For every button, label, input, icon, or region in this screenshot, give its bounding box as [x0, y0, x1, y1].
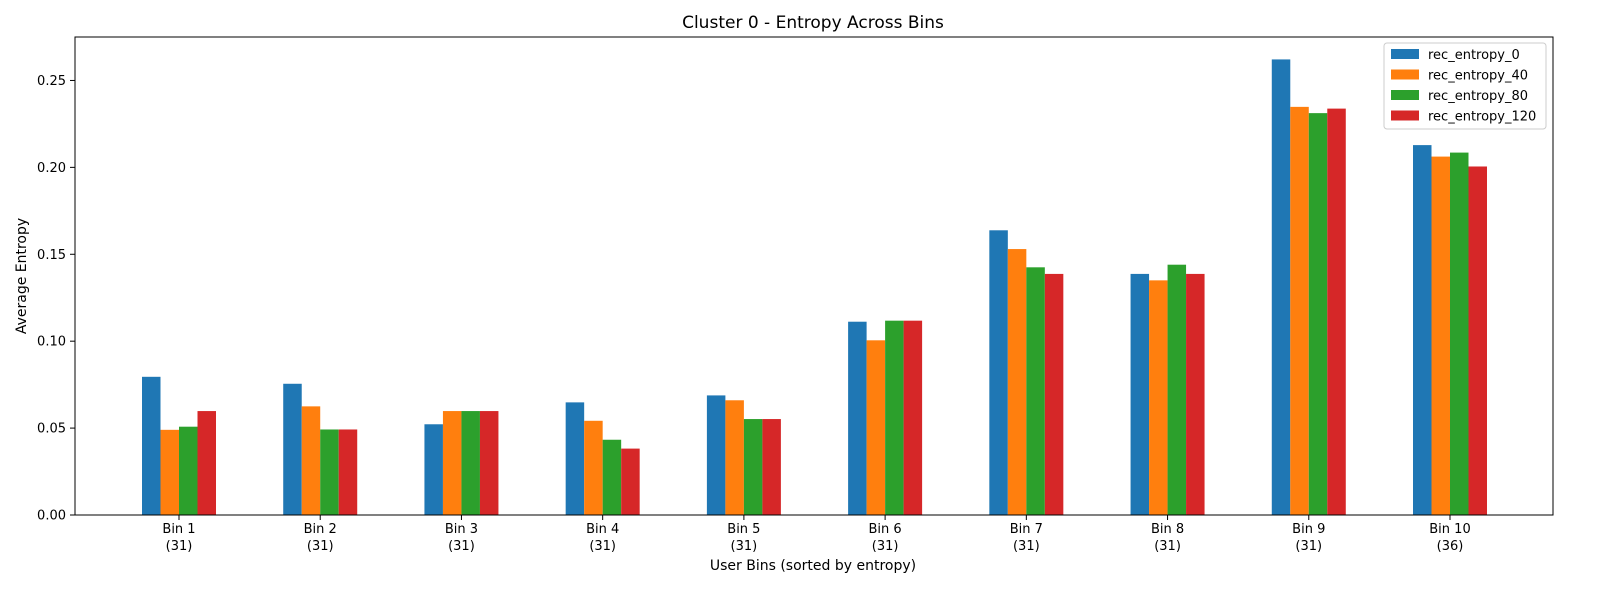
bar-1-3 [424, 424, 443, 515]
legend-label-3: rec_entropy_80 [1428, 89, 1528, 104]
x-tick-label: Bin 8 [1151, 522, 1184, 537]
x-axis: Bin 1 (31) Bin 2 (31) Bin 3 (31) Bin 4 (31) Bin … [162, 515, 1471, 554]
bar-2-1 [160, 429, 179, 515]
bar-1-6 [848, 321, 867, 515]
bar-2-6 [866, 340, 886, 515]
legend-swatch-3 [1391, 90, 1419, 100]
bar-3-3 [461, 411, 480, 515]
x-tick-label: Bin 3 [445, 522, 478, 537]
bar-1-7 [989, 230, 1008, 516]
bar-2-10 [1431, 156, 1450, 515]
x-tick-label: Bin 7 [1010, 522, 1043, 537]
bar-4-4 [621, 448, 640, 515]
bar-3-5 [743, 419, 763, 515]
bar-1-8 [1130, 273, 1150, 515]
bar-2-8 [1149, 280, 1168, 515]
bar-4-10 [1468, 166, 1487, 516]
y-tick-label: 0.20 [37, 161, 66, 176]
legend-label-4: rec_entropy_120 [1428, 110, 1536, 125]
chart-title: Cluster 0 - Entropy Across Bins [682, 13, 944, 33]
x-tick-count: (31) [872, 539, 899, 554]
x-tick-count: (31) [731, 539, 758, 554]
x-tick-count: (31) [166, 539, 193, 554]
x-tick-label: Bin 10 [1429, 522, 1470, 537]
y-tick-label: 0.15 [37, 248, 66, 263]
legend-swatch-1 [1391, 49, 1419, 59]
x-tick-label: Bin 4 [586, 522, 619, 537]
bar-1-1 [142, 376, 161, 515]
x-tick-count: (31) [589, 539, 616, 554]
y-tick-label: 0.25 [37, 74, 66, 89]
bar-3-1 [179, 426, 198, 515]
bar-3-7 [1026, 267, 1045, 515]
legend-box [1383, 42, 1547, 130]
x-tick-label: Bin 5 [727, 522, 760, 537]
x-tick-label: Bin 1 [162, 522, 195, 537]
bar-3-10 [1450, 152, 1469, 515]
bar-1-2 [283, 383, 302, 515]
bar-4-3 [479, 411, 499, 515]
bar-4-5 [762, 419, 781, 515]
bar-4-9 [1327, 108, 1346, 516]
bar-2-3 [442, 411, 462, 515]
legend-swatch-2 [1391, 69, 1419, 80]
bar-1-4 [565, 402, 585, 515]
bar-4-8 [1186, 273, 1205, 515]
y-tick-label: 0.00 [37, 509, 66, 524]
bar-2-5 [725, 400, 744, 515]
x-tick-count: (31) [1154, 539, 1181, 554]
legend-swatch-4 [1391, 110, 1419, 121]
bar-4-6 [903, 320, 923, 515]
bar-3-8 [1167, 264, 1187, 515]
bar-2-2 [301, 406, 321, 515]
bar-3-2 [320, 429, 339, 515]
legend-label-2: rec_entropy_40 [1428, 69, 1528, 84]
x-tick-count: (31) [307, 539, 334, 554]
bar-2-7 [1007, 249, 1027, 515]
x-axis-title: User Bins (sorted by entropy) [710, 558, 916, 574]
bar-2-9 [1290, 106, 1309, 516]
x-tick-count: (31) [1295, 539, 1322, 554]
bar-2-4 [584, 420, 603, 515]
bar-3-9 [1308, 113, 1328, 515]
x-tick-label: Bin 6 [869, 522, 902, 537]
y-axis: 0.00 0.05 0.10 0.15 0.20 0.25 [37, 74, 75, 524]
bar-4-7 [1044, 273, 1064, 515]
x-tick-count: (36) [1437, 539, 1464, 554]
legend-label-1: rec_entropy_0 [1428, 48, 1520, 63]
legend: rec_entropy_0 rec_entropy_40 rec_entropy_8… [1383, 42, 1547, 130]
bar-3-6 [885, 320, 904, 515]
y-tick-label: 0.05 [37, 422, 66, 437]
bar-1-5 [706, 395, 726, 515]
bar-1-10 [1413, 145, 1432, 516]
x-tick-label: Bin 2 [304, 522, 337, 537]
bar-4-1 [197, 411, 216, 515]
bar-3-4 [602, 439, 622, 515]
plot-frame [74, 36, 1554, 516]
bars-group [142, 59, 1487, 516]
x-tick-count: (31) [448, 539, 475, 554]
bar-1-9 [1271, 59, 1291, 516]
x-tick-label: Bin 9 [1292, 522, 1325, 537]
bar-4-2 [338, 429, 358, 515]
y-axis-title: Average Entropy [14, 218, 30, 334]
x-tick-count: (31) [1013, 539, 1040, 554]
y-tick-label: 0.10 [37, 335, 66, 350]
